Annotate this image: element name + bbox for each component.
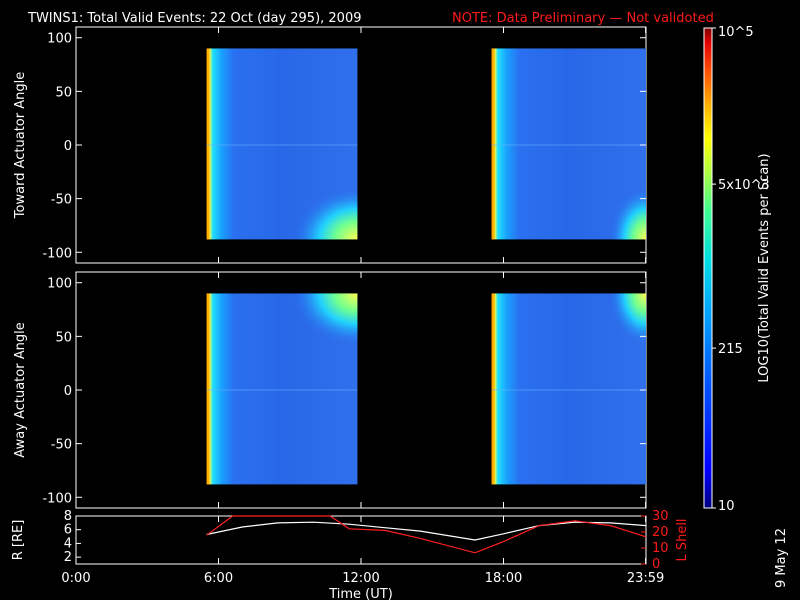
colorbar-tick-label: 5x10^3 <box>718 178 770 193</box>
colorbar-tick-label: 10^5 <box>718 25 754 40</box>
date-stamp: 9 May 12 <box>774 528 789 588</box>
colorbar-frame <box>703 27 713 509</box>
y-tick-label: 2 <box>64 550 72 565</box>
preliminary-note: NOTE: Data Preliminary — Not validoted <box>452 11 714 26</box>
y-tick-label: 50 <box>55 330 72 345</box>
radius-line <box>206 521 647 541</box>
y2-tick-label: 30 <box>652 509 669 524</box>
y-tick-label: -50 <box>51 438 72 453</box>
colorbar: 10 215 5x10^3 10^5 LOG10(Total Valid Events… <box>703 25 772 514</box>
heatmap-edge-band <box>206 48 210 240</box>
time-axis-label: Time (UT) <box>328 587 393 600</box>
lshell-axis-label: L Shell <box>675 518 690 561</box>
y-tick-label: -100 <box>42 491 72 506</box>
heatmap-enhancement <box>605 182 646 240</box>
y-tick-label: -100 <box>42 246 72 261</box>
heatmap-enhancement <box>286 293 358 351</box>
colorbar-tick-label: 10 <box>718 499 735 514</box>
y-axis-label: Away Actuator Angle <box>13 322 28 457</box>
x-tick-label: 12:00 <box>342 571 379 586</box>
heatmap-enhancement <box>286 182 358 240</box>
y2-tick-label: 20 <box>652 525 669 540</box>
heatmap-edge-band <box>491 48 495 240</box>
colorbar-tick-label: 215 <box>718 342 743 357</box>
y-axis-ticks: 100 50 0 -50 -100 <box>42 277 646 506</box>
y-tick-label: 100 <box>47 32 72 47</box>
y-axis-ticks: 100 50 0 -50 -100 <box>42 32 646 261</box>
x-tick-label: 0:00 <box>61 571 90 586</box>
heatmap-enhancement <box>605 293 646 351</box>
toward-actuator-panel: 100 50 0 -50 -100 Toward Actuator Angle <box>13 26 647 264</box>
x-tick-label: 18:00 <box>485 571 522 586</box>
r-axis-label: R [RE] <box>11 520 26 561</box>
y-tick-label: 0 <box>64 384 72 399</box>
y-tick-label: 6 <box>64 523 72 538</box>
colorbar-label: LOG10(Total Valid Events per Scan) <box>757 153 772 382</box>
away-actuator-panel: 100 50 0 -50 -100 Away Actuator Angle <box>13 271 647 509</box>
colorbar-gradient <box>704 28 712 508</box>
y-axis-label: Toward Actuator Angle <box>13 72 28 219</box>
heatmap-segments <box>206 48 646 240</box>
y2-tick-label: 10 <box>652 541 669 556</box>
time-axis: 0:00 6:00 12:00 18:00 23:59 <box>61 27 664 586</box>
y-tick-label: 0 <box>64 139 72 154</box>
y-tick-label: 100 <box>47 277 72 292</box>
x-tick-label: 6:00 <box>204 571 233 586</box>
y-tick-label: 50 <box>55 85 72 100</box>
y-tick-label: 4 <box>64 536 72 551</box>
y2-tick-label: 0 <box>652 557 660 572</box>
lshell-line <box>206 515 647 554</box>
y-tick-label: -50 <box>51 193 72 208</box>
orbit-lines <box>206 515 647 554</box>
heatmap-edge-band <box>206 293 210 485</box>
colorbar-ticks: 10 215 5x10^3 10^5 <box>712 25 770 514</box>
heatmap-edge-band <box>491 293 495 485</box>
y-tick-label: 8 <box>64 509 72 524</box>
x-tick-label: 23:59 <box>627 571 664 586</box>
chart-title: TWINS1: Total Valid Events: 22 Oct (day … <box>27 11 362 26</box>
heatmap-segments <box>206 293 646 485</box>
